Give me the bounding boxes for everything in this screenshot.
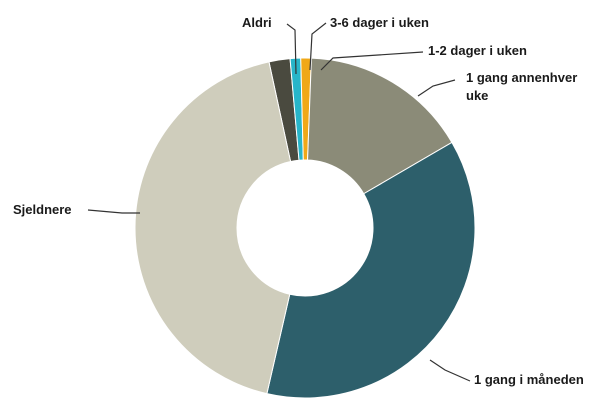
slice-label-1: 3-6 dager i uken [330,15,429,30]
leader-line-0 [286,23,297,75]
slice-3 [307,57,453,195]
leader-line-4 [429,359,471,382]
leader-line-5 [87,209,140,214]
leader-line-1 [309,22,327,71]
slice-label-5: Sjeldnere [13,202,72,217]
slice-label-2: 1-2 dager i uken [428,43,527,58]
slice-4 [266,141,476,399]
slice-5 [134,61,292,395]
slice-label-0: Aldri [242,15,272,30]
slices-group [134,57,476,399]
leader-line-2 [320,51,424,71]
slice-label-4: 1 gang i måneden [474,372,584,387]
leader-line-3 [417,79,456,97]
leader-lines-group [87,22,471,382]
labels-group: Aldri 3-6 dager i uken 1-2 dager i uken 1 g… [13,15,584,387]
slice-label-3: 1 gang annenhver uke [466,70,577,103]
